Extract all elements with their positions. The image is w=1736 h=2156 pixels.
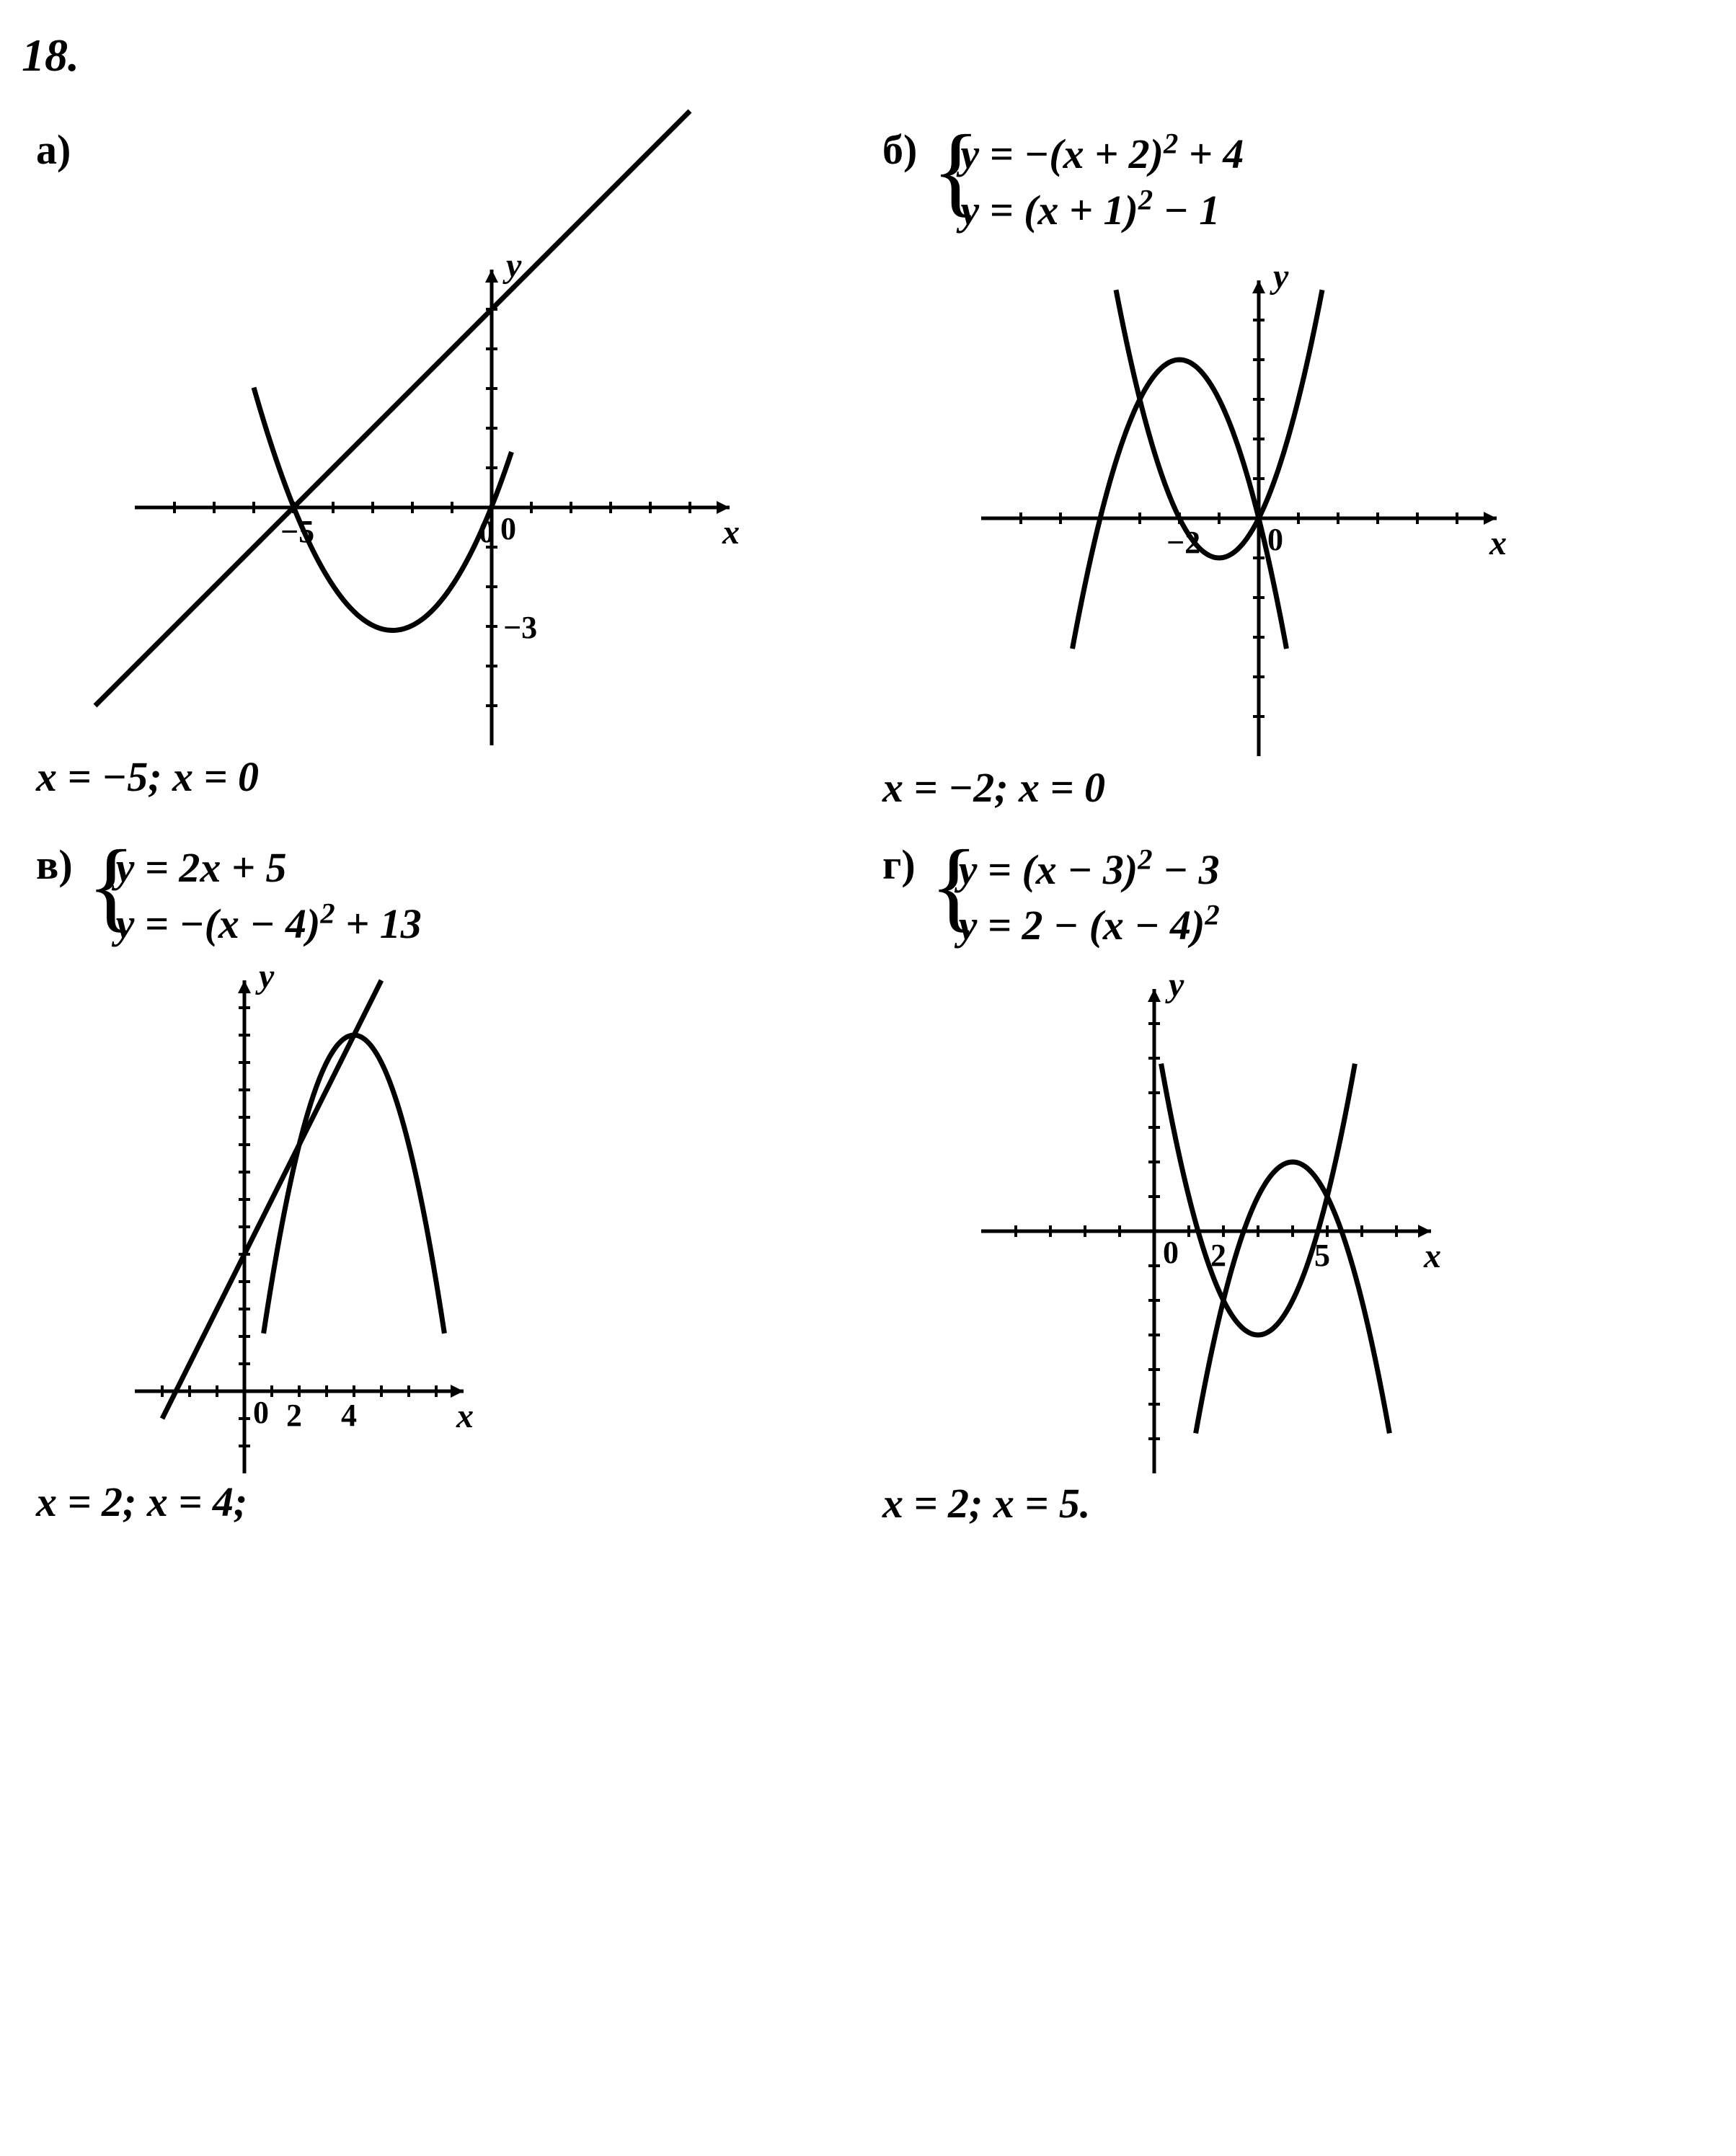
chart-v: xy024 [120,966,769,1470]
svg-text:x: x [1489,524,1507,562]
svg-text:−3: −3 [503,610,537,645]
page: 18. а) xy0−50−3 x = −5; x = 0 б) { y = −… [22,29,1714,1527]
part-label-g: г) [882,840,916,889]
part-label-v: в) [36,840,73,889]
answer-g: x = 2; x = 5. [882,1479,1700,1527]
header-b: б) { y = −(x + 2)2 + 4y = (x + 1)2 − 1 [882,125,1700,237]
svg-text:y: y [1165,966,1184,1004]
svg-text:4: 4 [341,1398,357,1433]
chart-a: xy0−50−3 [120,255,769,731]
svg-text:2: 2 [286,1398,302,1433]
brace-icon: { [930,840,952,952]
graph-b: xy0−2 [882,259,1700,749]
brace-icon: { [931,125,953,237]
svg-text:0: 0 [1163,1235,1179,1270]
header-a: а) [36,125,854,226]
answer-a: x = −5; x = 0 [36,753,854,801]
svg-text:2: 2 [1210,1238,1226,1273]
svg-text:0: 0 [1267,522,1283,557]
equations-g: { y = (x − 3)2 − 3y = 2 − (x − 4)2 [930,840,1220,952]
graph-v: xy024 [36,973,854,1463]
part-label-b: б) [882,125,917,174]
row-1: а) xy0−50−3 x = −5; x = 0 б) { y = −(x +… [22,125,1714,812]
graph-g: xy025 [882,975,1700,1465]
chart-b: xy0−2 [967,266,1616,742]
col-v: в) { y = 2x + 5y = −(x − 4)2 + 13 xy024 … [22,840,868,1527]
problem-number: 18. [22,29,1714,82]
col-b: б) { y = −(x + 2)2 + 4y = (x + 1)2 − 1 x… [868,125,1714,812]
answer-v: x = 2; x = 4; [36,1478,854,1526]
row-2: в) { y = 2x + 5y = −(x − 4)2 + 13 xy024 … [22,840,1714,1527]
equations-b: { y = −(x + 2)2 + 4y = (x + 1)2 − 1 [931,125,1244,237]
graph-a: xy0−50−3 [36,248,854,738]
svg-text:y: y [1270,257,1289,296]
brace-icon: { [87,840,109,951]
svg-text:x: x [722,513,740,551]
header-v: в) { y = 2x + 5y = −(x − 4)2 + 13 [36,840,854,951]
svg-text:x: x [456,1397,474,1435]
svg-text:0: 0 [253,1395,269,1430]
col-g: г) { y = (x − 3)2 − 3y = 2 − (x − 4)2 xy… [868,840,1714,1527]
part-label-a: а) [36,125,71,174]
answer-b: x = −2; x = 0 [882,763,1700,812]
header-g: г) { y = (x − 3)2 − 3y = 2 − (x − 4)2 [882,840,1700,952]
col-a: а) xy0−50−3 x = −5; x = 0 [22,125,868,812]
svg-text:0: 0 [500,511,516,546]
equations-v: { y = 2x + 5y = −(x − 4)2 + 13 [87,840,422,951]
svg-text:y: y [255,957,275,995]
chart-g: xy025 [967,975,1616,1465]
svg-text:x: x [1423,1237,1441,1275]
